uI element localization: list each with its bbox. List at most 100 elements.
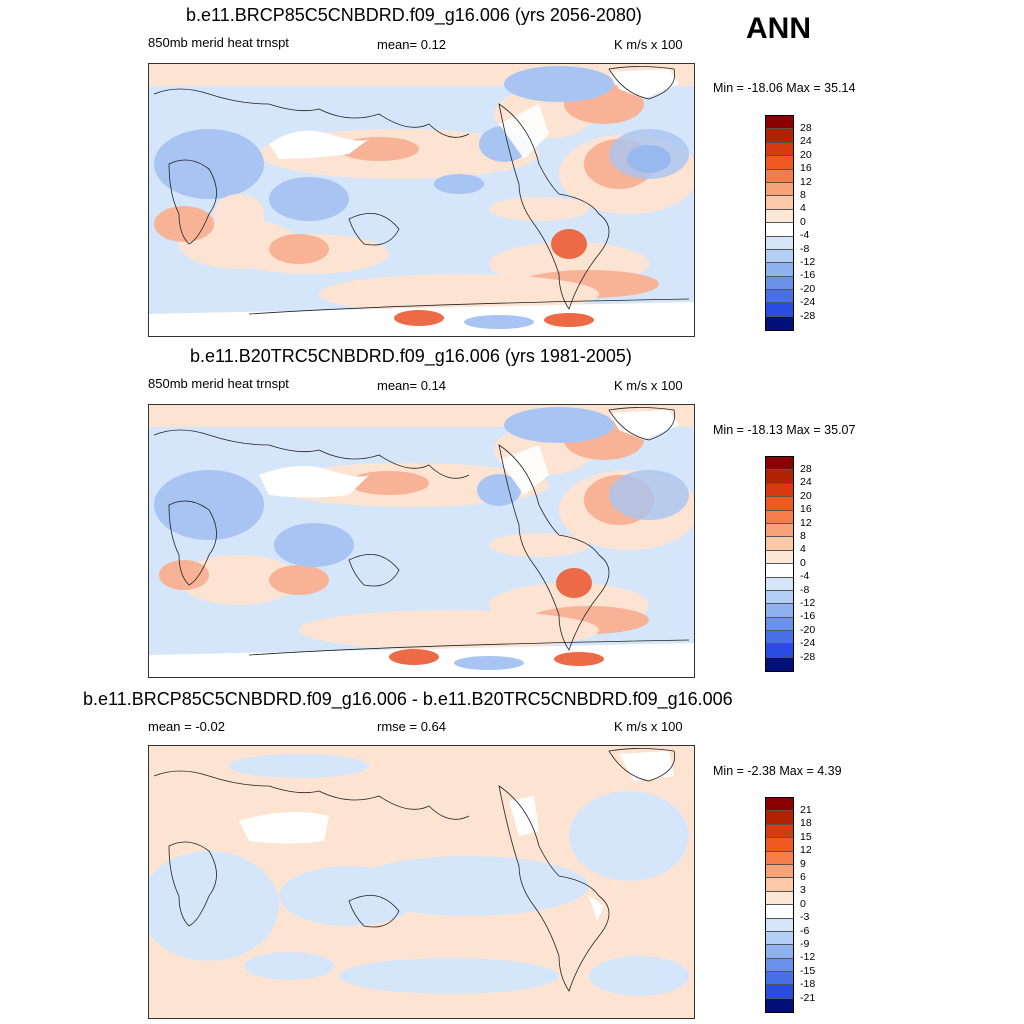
colorbar-tick-label: 16 (800, 503, 812, 516)
colorbar-swatch (766, 590, 793, 605)
colorbar-swatch (766, 116, 793, 130)
panel-3-colorbar (765, 797, 794, 1014)
colorbar-tick-label: -16 (800, 269, 816, 282)
colorbar-swatch (766, 864, 793, 879)
colorbar-swatch (766, 657, 793, 672)
colorbar-tick-label: 0 (800, 897, 806, 910)
colorbar-tick-label: -18 (800, 978, 816, 991)
colorbar-swatch (766, 798, 793, 812)
colorbar-tick-label: 12 (800, 844, 812, 857)
colorbar-tick-label: 0 (800, 215, 806, 228)
colorbar-swatch (766, 290, 793, 304)
colorbar-tick-label: 6 (800, 871, 806, 883)
colorbar-swatch (766, 972, 793, 986)
colorbar-tick-label: 18 (800, 817, 812, 830)
colorbar-swatch (766, 891, 793, 906)
panel-3-mean-label: mean = -0.02 (148, 719, 225, 734)
colorbar-tick-label: -20 (800, 282, 816, 295)
colorbar-swatch (766, 316, 793, 331)
colorbar-swatch (766, 276, 793, 291)
panel-2-minmax: Min = -18.13 Max = 35.07 (713, 423, 856, 437)
colorbar-tick-label: -3 (800, 911, 810, 924)
colorbar-swatch (766, 182, 793, 197)
colorbar-tick-label: -12 (800, 256, 816, 268)
colorbar-swatch (766, 497, 793, 511)
colorbar-tick-label: 4 (800, 202, 806, 215)
colorbar-swatch (766, 631, 793, 645)
panel-2-colorbar (765, 456, 794, 673)
panel-1-title: b.e11.BRCP85C5CNBDRD.f09_g16.006 (yrs 20… (186, 5, 642, 25)
colorbar-swatch (766, 918, 793, 932)
colorbar-tick-label: 21 (800, 804, 812, 816)
colorbar-tick-label: 12 (800, 175, 812, 188)
panel-1-variable-label: 850mb merid heat trnspt (148, 35, 289, 50)
colorbar-swatch (766, 564, 793, 578)
colorbar-tick-label: -12 (800, 951, 816, 964)
colorbar-swatch (766, 644, 793, 658)
colorbar-swatch (766, 550, 793, 565)
colorbar-tick-label: 20 (800, 148, 812, 161)
colorbar-swatch (766, 129, 793, 143)
colorbar-swatch (766, 838, 793, 852)
panel-2-map (148, 404, 695, 678)
colorbar-swatch (766, 604, 793, 618)
panel-1-contour-field (149, 64, 694, 336)
panel-1-map (148, 63, 695, 337)
colorbar-swatch (766, 303, 793, 317)
panel-2-mean-label: mean= 0.14 (377, 378, 447, 393)
colorbar-tick-label: 3 (800, 884, 806, 897)
colorbar-tick-label: -28 (800, 650, 816, 663)
colorbar-swatch (766, 931, 793, 946)
panel-2-contour-field (149, 405, 694, 677)
colorbar-swatch (766, 523, 793, 538)
colorbar-tick-label: 8 (800, 530, 806, 542)
colorbar-tick-label: -4 (800, 229, 810, 242)
colorbar-swatch (766, 457, 793, 471)
colorbar-tick-label: -24 (800, 637, 816, 650)
colorbar-tick-label: 15 (800, 830, 812, 843)
colorbar-tick-label: 16 (800, 162, 812, 175)
colorbar-swatch (766, 824, 793, 839)
colorbar-swatch (766, 196, 793, 210)
colorbar-swatch (766, 483, 793, 498)
panel-3-minmax: Min = -2.38 Max = 4.39 (713, 764, 842, 778)
panel-1-mean-label: mean= 0.12 (377, 37, 447, 52)
colorbar-swatch (766, 249, 793, 264)
panel-1-units-label: K m/s x 100 (614, 37, 683, 52)
colorbar-swatch (766, 156, 793, 170)
colorbar-tick-label: 28 (800, 122, 812, 134)
panel-2-units-label: K m/s x 100 (614, 378, 683, 393)
colorbar-tick-label: -6 (800, 924, 810, 937)
colorbar-swatch (766, 236, 793, 250)
panel-2-variable-label: 850mb merid heat trnspt (148, 376, 289, 391)
colorbar-swatch (766, 945, 793, 959)
panel-3-map (148, 745, 695, 1019)
colorbar-tick-label: -8 (800, 242, 810, 255)
colorbar-swatch (766, 878, 793, 892)
colorbar-swatch (766, 263, 793, 277)
panel-2-title: b.e11.B20TRC5CNBDRD.f09_g16.006 (yrs 198… (190, 346, 632, 366)
colorbar-swatch (766, 998, 793, 1013)
colorbar-tick-label: 8 (800, 189, 806, 201)
colorbar-tick-label: -8 (800, 583, 810, 596)
colorbar-tick-label: 9 (800, 857, 806, 870)
colorbar-tick-label: -16 (800, 610, 816, 623)
colorbar-swatch (766, 470, 793, 484)
season-label: ANN (746, 12, 811, 45)
colorbar-tick-label: -21 (800, 991, 816, 1004)
colorbar-tick-label: 28 (800, 463, 812, 475)
colorbar-swatch (766, 811, 793, 825)
colorbar-swatch (766, 510, 793, 524)
panel-1-minmax: Min = -18.06 Max = 35.14 (713, 81, 856, 95)
colorbar-swatch (766, 958, 793, 973)
colorbar-swatch (766, 617, 793, 632)
colorbar-swatch (766, 905, 793, 919)
colorbar-swatch (766, 169, 793, 183)
colorbar-swatch (766, 537, 793, 551)
colorbar-tick-label: -4 (800, 570, 810, 583)
panel-3-units-label: K m/s x 100 (614, 719, 683, 734)
colorbar-tick-label: -24 (800, 296, 816, 309)
colorbar-swatch (766, 223, 793, 237)
colorbar-swatch (766, 142, 793, 157)
panel-1-colorbar (765, 115, 794, 332)
